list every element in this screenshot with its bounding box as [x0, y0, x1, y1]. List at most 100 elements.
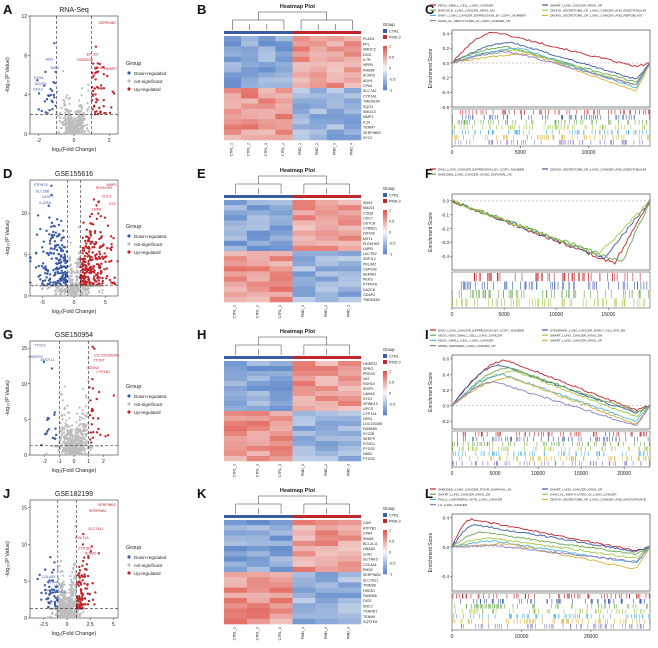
- point-down-regulated: [60, 269, 63, 273]
- heatmap-cell: [246, 451, 270, 457]
- heatmap-cell: [315, 551, 339, 557]
- point-up-regulated: [91, 582, 94, 585]
- point-up-regulated: [93, 110, 97, 114]
- point-down-regulated: [54, 271, 57, 274]
- y-tick-label: -0.2: [441, 75, 449, 80]
- point-not-significant: [67, 610, 70, 614]
- color-scale-step: [383, 548, 387, 551]
- point-down-regulated: [57, 279, 60, 283]
- point-down-regulated: [50, 257, 53, 260]
- heatmap-cell: [338, 520, 362, 526]
- point-not-significant: [57, 115, 60, 118]
- dendrogram-branch: [232, 19, 285, 30]
- point-down-regulated: [40, 444, 43, 447]
- point-up-regulated: [81, 249, 84, 252]
- panel-label-a: A: [3, 2, 13, 17]
- heatmap-cell: [315, 556, 339, 562]
- heatmap-cell: [315, 266, 339, 272]
- y-tick-label: 0.0: [443, 61, 450, 66]
- heatmap-cell: [275, 46, 293, 52]
- point-not-significant: [68, 132, 72, 135]
- point-not-significant: [85, 435, 88, 438]
- point-down-regulated: [50, 221, 54, 225]
- point-down-regulated: [41, 279, 45, 283]
- point-up-regulated: [113, 276, 116, 279]
- heatmap-cell: [315, 240, 339, 247]
- point-not-significant: [57, 613, 61, 616]
- legend-marker: [127, 87, 131, 91]
- legend-entry: KEGG_SMALL_CELL_LUNG_CANCER: [438, 339, 494, 343]
- heatmap-cell: [309, 119, 328, 125]
- row-label: RHBDF: [363, 68, 376, 72]
- point-up-regulated: [83, 575, 86, 578]
- y-tick-label: 5: [24, 253, 27, 259]
- point-not-significant: [79, 293, 82, 296]
- point-not-significant: [80, 104, 83, 107]
- point-not-significant: [66, 94, 69, 97]
- row-label: SLC7A2: [363, 89, 376, 93]
- heatmap-cell: [338, 431, 362, 437]
- heatmap-cell: [241, 108, 259, 115]
- point-not-significant: [59, 560, 63, 563]
- point-not-significant: [73, 271, 76, 274]
- color-scale-label: -1: [389, 253, 392, 257]
- point-up-regulated: [94, 45, 98, 48]
- color-scale-step: [383, 564, 387, 567]
- heatmap-cell: [241, 119, 259, 125]
- heatmap-cell: [275, 98, 293, 104]
- heatmap-cell: [343, 114, 362, 120]
- x-tick-label: 0: [66, 622, 69, 628]
- row-label: PTGS2: [363, 457, 375, 461]
- heatmap-cell: [224, 77, 242, 84]
- point-up-regulated: [112, 236, 115, 240]
- color-scale-step: [383, 566, 387, 569]
- point-not-significant: [61, 70, 65, 73]
- point-up-regulated: [110, 243, 113, 246]
- row-label: ACKR3: [363, 74, 375, 78]
- heatmap-cell: [258, 36, 276, 42]
- point-not-significant: [61, 453, 64, 456]
- point-not-significant: [84, 429, 88, 432]
- point-up-regulated: [83, 272, 86, 275]
- point-not-significant: [63, 287, 66, 291]
- heatmap-cell: [338, 603, 362, 609]
- gene-label: AMOTL1: [40, 358, 54, 362]
- heatmap-cell: [292, 391, 316, 397]
- gene-label: HMSP22: [29, 355, 43, 359]
- heatmap-cell: [292, 592, 316, 599]
- heatmap-cell: [343, 72, 362, 78]
- legend-entry: SHEDDEN_LUNG_CANCER_POOR_SURVIVAL_A6: [438, 487, 512, 491]
- point-not-significant: [67, 119, 70, 123]
- heatmap-cell: [269, 361, 293, 367]
- legend-entry: SPIRA_SMOKERS_LUNG_CANCER_UP: [438, 344, 496, 348]
- point-up-regulated: [103, 256, 106, 259]
- color-scale-step: [383, 570, 387, 573]
- heatmap-cell: [309, 129, 328, 136]
- point-not-significant: [66, 428, 69, 431]
- heatmap-cell: [224, 200, 248, 206]
- point-down-regulated: [45, 98, 49, 101]
- point-not-significant: [84, 405, 87, 408]
- color-scale-step: [383, 558, 387, 561]
- heatmap-cell: [315, 386, 339, 392]
- point-down-regulated: [54, 231, 58, 234]
- heatmap-cell: [224, 114, 242, 120]
- y-tick-label: 4: [24, 93, 27, 99]
- color-scale-step: [383, 70, 387, 73]
- point-up-regulated: [92, 74, 95, 77]
- point-not-significant: [66, 439, 70, 442]
- heatmap-cell: [343, 93, 362, 99]
- point-not-significant: [69, 268, 72, 272]
- heatmap-cell: [269, 381, 293, 387]
- heatmap-cell: [269, 603, 293, 609]
- heatmap-cell: [292, 396, 316, 402]
- point-not-significant: [65, 294, 68, 297]
- color-scale-label: 0.5: [389, 56, 394, 60]
- point-up-regulated: [99, 231, 102, 234]
- point-down-regulated: [35, 233, 39, 236]
- point-not-significant: [71, 570, 74, 574]
- column-label: PMD_1: [301, 464, 305, 476]
- heatmap-cell: [309, 134, 328, 141]
- heatmap-cell: [292, 451, 316, 457]
- group-bar-ctrl: [224, 195, 293, 198]
